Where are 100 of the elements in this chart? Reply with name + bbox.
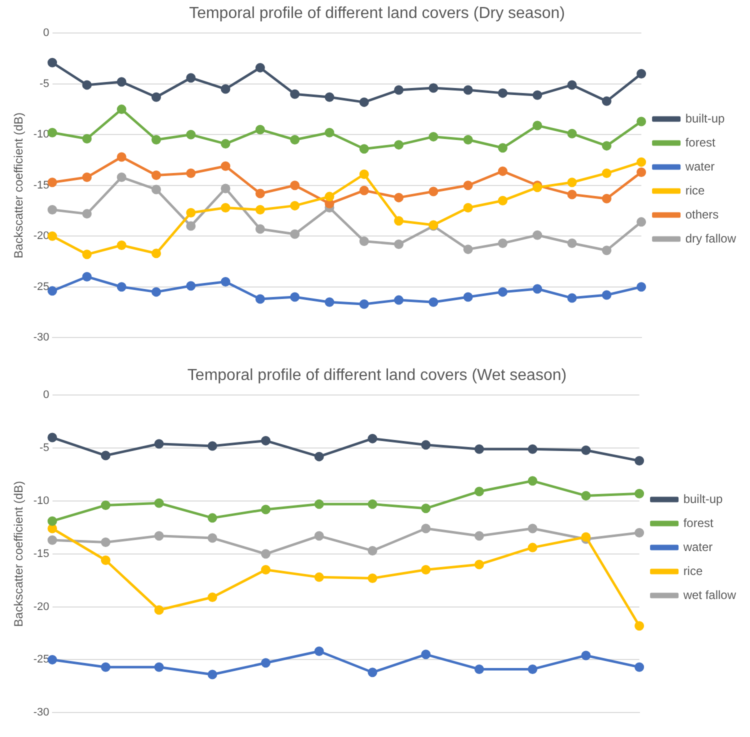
point [602,246,612,256]
point [567,293,577,303]
point [602,96,612,106]
point [255,205,265,214]
point [116,104,126,114]
point [359,236,369,246]
point [48,286,58,296]
point [220,202,230,212]
point [421,504,431,514]
point [567,80,577,90]
point [82,272,92,282]
legend-label: water [684,159,715,174]
point [186,130,196,140]
y-tick-label: 0 [43,389,50,402]
point [208,533,218,543]
point [154,439,164,449]
point [567,238,577,248]
point [151,134,161,144]
point [634,488,644,498]
point [421,524,431,534]
point [255,188,265,198]
point [368,434,378,444]
point [498,287,508,297]
point [82,209,92,219]
point [290,180,300,190]
point [421,440,431,450]
point [186,221,196,231]
point [82,80,92,90]
point [394,240,404,249]
legend-label: others [685,207,719,222]
point [463,134,473,144]
point [220,277,230,287]
point [314,452,324,462]
point [290,292,300,302]
point [532,90,542,100]
point [255,62,265,72]
point [474,531,484,541]
point [394,295,404,305]
chart-title: Temporal profile of different land covers (Wet season) [187,367,567,384]
point [261,436,271,446]
point [463,85,473,95]
point [154,498,164,508]
point [48,58,58,68]
point [314,572,324,582]
point [48,205,58,214]
point [634,528,644,538]
point [567,178,577,188]
point [428,186,438,196]
point [154,605,164,615]
point [116,172,126,182]
point [314,646,324,656]
point [602,290,612,300]
point [48,524,58,534]
point [636,69,646,79]
point [463,292,473,302]
point [602,168,612,178]
point [636,157,646,167]
point [528,542,538,552]
point [359,169,369,179]
point [359,299,369,309]
legend-label: built-up [683,492,723,506]
point [151,248,161,258]
point [100,450,110,460]
point [208,670,218,680]
point [498,196,508,206]
point [82,250,92,260]
point [394,216,404,226]
point [498,166,508,176]
point [636,217,646,227]
point [368,546,378,556]
point [602,194,612,204]
point [48,535,58,545]
legend-label: water [682,540,713,554]
y-tick-label: -30 [33,706,50,719]
point [368,668,378,678]
point [100,538,110,548]
point [474,560,484,570]
point [261,504,271,514]
point [463,202,473,212]
point [290,89,300,99]
point [151,92,161,102]
point [567,128,577,138]
point [634,662,644,672]
point [474,486,484,496]
point [48,231,58,241]
point [636,116,646,126]
point [255,294,265,304]
point [290,229,300,239]
point [532,120,542,130]
point [394,85,404,95]
point [290,134,300,144]
point [100,662,110,672]
point [368,499,378,509]
point [428,297,438,307]
point [581,650,591,660]
y-tick-label: -5 [40,78,50,90]
y-tick-label: -10 [33,495,50,508]
point [220,184,230,194]
point [474,664,484,674]
point [116,282,126,292]
